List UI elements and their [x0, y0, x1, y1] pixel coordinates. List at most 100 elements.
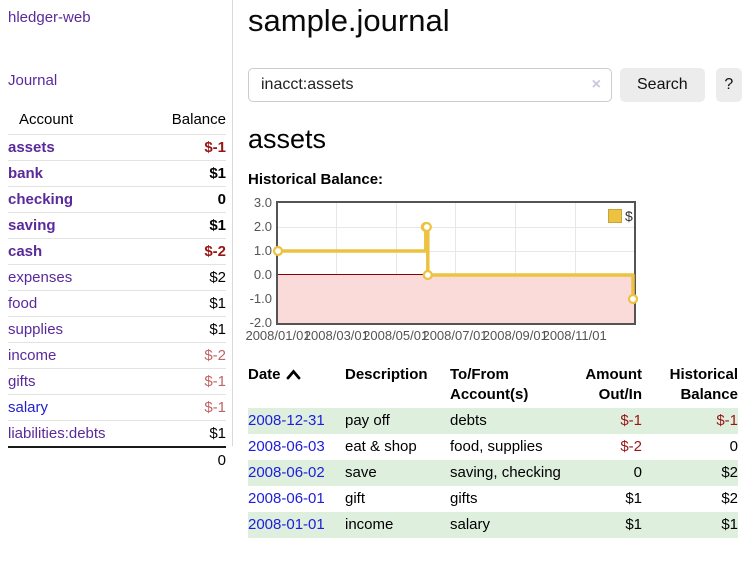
chart-title: Historical Balance: — [248, 171, 384, 188]
account-balance: $1 — [209, 321, 226, 338]
transaction-amount: $-1 — [620, 412, 642, 429]
y-axis-label: 1.0 — [253, 243, 272, 258]
total-row: 0 — [8, 446, 226, 473]
legend-label: $ — [625, 208, 633, 224]
table-row: 2008-06-02 save saving, checking 0 $2 — [248, 460, 738, 486]
sidebar-account-link-gifts[interactable]: gifts — [8, 373, 36, 390]
page-title: sample.journal — [248, 3, 450, 38]
sidebar-account-link-cash[interactable]: cash — [8, 243, 43, 260]
table-row: 2008-06-03 eat & shop food, supplies $-2 0 — [248, 434, 738, 460]
transaction-accounts: saving, checking — [450, 464, 561, 481]
account-row: assets $-1 — [8, 134, 226, 161]
grid-line — [396, 203, 397, 323]
sidebar-account-link-liabilities-debts[interactable]: liabilities:debts — [8, 425, 106, 442]
amount-column-header: Amount Out/In — [585, 366, 642, 403]
transaction-description: income — [345, 516, 394, 533]
account-row: income $-2 — [8, 342, 226, 369]
date-column-header[interactable]: Date — [248, 362, 345, 408]
y-axis-label: -1.0 — [249, 291, 272, 306]
grid-line — [336, 203, 337, 323]
account-row: supplies $1 — [8, 316, 226, 343]
x-axis-label: 2008/01/01 — [245, 328, 311, 343]
account-row: liabilities:debts $1 — [8, 420, 226, 448]
sidebar-account-link-supplies[interactable]: supplies — [8, 321, 64, 338]
data-point-marker — [272, 245, 284, 257]
search-box: × — [248, 68, 612, 102]
data-point-marker — [422, 269, 433, 281]
account-row: expenses $2 — [8, 264, 226, 291]
sidebar-account-link-expenses[interactable]: expenses — [8, 269, 73, 286]
transaction-date-link[interactable]: 2008-01-01 — [248, 516, 325, 533]
account-row: cash $-2 — [8, 238, 226, 265]
transaction-date-link[interactable]: 2008-06-03 — [248, 438, 325, 455]
account-balance: 0 — [217, 191, 226, 208]
grid-line — [278, 251, 634, 252]
historical-balance-chart: $3.0 2.0 1.0 0.0 -1.0 -2.0 2008/01/01 2008/03/0… — [245, 195, 742, 347]
account-row: checking 0 — [8, 186, 226, 213]
account-row: saving $1 — [8, 212, 226, 239]
table-row: 2008-01-01 income salary $1 $1 — [248, 512, 738, 538]
sidebar-account-link-salary[interactable]: salary — [8, 399, 49, 416]
account-balance: $-1 — [204, 139, 226, 156]
transaction-balance: 0 — [729, 438, 738, 455]
search-input[interactable] — [248, 68, 612, 102]
sidebar-account-link-assets[interactable]: assets — [8, 139, 55, 156]
description-column-header: Description — [345, 366, 428, 383]
balance-column-header: Balance — [171, 111, 226, 128]
clear-search-icon[interactable]: × — [591, 76, 601, 93]
account-balances-table: Account Balance assets $-1 bank $1 checking 0… — [8, 108, 226, 473]
search-button[interactable]: Search — [620, 68, 705, 102]
account-row: gifts $-1 — [8, 368, 226, 395]
grid-line — [515, 203, 516, 323]
balance-series-line — [272, 221, 639, 305]
account-balance: $1 — [209, 425, 226, 442]
sidebar-account-link-checking[interactable]: checking — [8, 191, 74, 208]
grid-line — [278, 227, 634, 228]
data-point-marker — [627, 293, 639, 305]
legend-swatch-icon — [608, 209, 622, 223]
table-row: 2008-12-31 pay off debts $-1 $-1 — [248, 408, 738, 434]
x-axis-label: 2008/05/01 — [363, 328, 429, 343]
transaction-amount: $1 — [625, 490, 642, 507]
y-axis-label: -2.0 — [249, 315, 272, 330]
transaction-amount: $1 — [625, 516, 642, 533]
transaction-accounts: debts — [450, 412, 487, 429]
sidebar-item-journal[interactable]: Journal — [8, 72, 58, 89]
transaction-accounts: food, supplies — [450, 438, 543, 455]
transaction-date-link[interactable]: 2008-06-02 — [248, 464, 325, 481]
app-title-link[interactable]: hledger-web — [8, 9, 91, 26]
chart-legend: $ — [608, 208, 633, 224]
transaction-date-link[interactable]: 2008-12-31 — [248, 412, 325, 429]
sidebar-account-link-income[interactable]: income — [8, 347, 57, 364]
grid-line — [455, 203, 456, 323]
hledger-web-page: hledger-web Journal Account Balance asse… — [8, 0, 742, 538]
sidebar-account-link-bank[interactable]: bank — [8, 165, 44, 182]
account-balance: $-2 — [204, 347, 226, 364]
transaction-balance: $2 — [721, 490, 738, 507]
transaction-amount: $-2 — [620, 438, 642, 455]
y-axis-label: 0.0 — [253, 267, 272, 282]
grid-line — [575, 203, 576, 323]
account-balance: $-2 — [204, 243, 226, 260]
transaction-date-link[interactable]: 2008-06-01 — [248, 490, 325, 507]
sort-ascending-icon — [286, 369, 300, 380]
accounts-column-header: To/From Account(s) — [450, 366, 529, 403]
x-axis-label: 2008/11/01 — [542, 328, 607, 343]
account-column-header: Account — [19, 111, 74, 128]
help-button[interactable]: ? — [715, 68, 742, 102]
balance-column-header-main: Historical Balance — [669, 366, 738, 403]
sidebar-account-link-saving[interactable]: saving — [8, 217, 56, 234]
y-axis-label: 3.0 — [253, 195, 272, 210]
y-axis-label: 2.0 — [253, 219, 272, 234]
transaction-balance: $-1 — [716, 412, 738, 429]
transaction-description: eat & shop — [345, 438, 417, 455]
transaction-description: gift — [345, 490, 366, 507]
transaction-description: save — [345, 464, 377, 481]
data-point-marker — [421, 221, 432, 233]
sidebar-account-link-food[interactable]: food — [8, 295, 38, 312]
main-content: sample.journal × Search ? assets Histori… — [233, 0, 742, 538]
transaction-amount: 0 — [633, 464, 642, 481]
account-row: food $1 — [8, 290, 226, 317]
register-header-row: Date Description To/From Account(s) Amou… — [248, 362, 738, 408]
transaction-balance: $2 — [721, 464, 738, 481]
